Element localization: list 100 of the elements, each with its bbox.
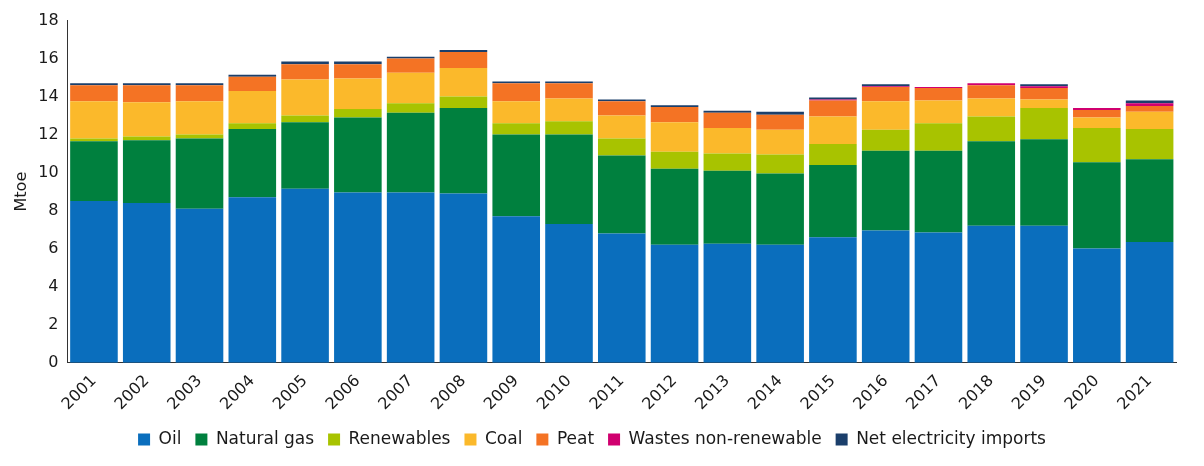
bar [756, 129, 804, 155]
y-axis-title: Mtoe [10, 171, 30, 212]
bar [439, 96, 488, 109]
bar [703, 112, 752, 128]
legend-label: Natural gas [215, 427, 315, 448]
bar [650, 122, 699, 152]
bar [281, 79, 329, 116]
bar [967, 141, 1016, 226]
bar [809, 237, 857, 363]
bar [281, 64, 329, 80]
bar [492, 216, 541, 363]
bar [70, 141, 118, 202]
bar [1073, 248, 1121, 363]
bar [756, 173, 804, 245]
bar [545, 223, 593, 363]
y-tick-label: 2 [48, 313, 59, 333]
bar [281, 115, 329, 123]
bar [228, 76, 277, 91]
bar [861, 129, 910, 151]
bar [1125, 159, 1174, 242]
bar [545, 134, 593, 224]
bar [334, 117, 382, 193]
bar [1125, 106, 1174, 112]
bar [70, 138, 118, 142]
bar [1125, 128, 1174, 160]
bar [334, 108, 382, 118]
bar [386, 112, 435, 193]
legend-label: Coal [484, 427, 523, 448]
legend-label: Peat [556, 427, 595, 448]
bar [175, 208, 224, 363]
bar [809, 100, 857, 117]
bar [1020, 225, 1068, 363]
bar [334, 64, 382, 79]
bar [914, 232, 963, 363]
y-tick-label: 10 [38, 161, 59, 181]
bar [809, 165, 857, 238]
bar [122, 203, 171, 363]
bar [70, 201, 118, 363]
bar [1020, 99, 1068, 109]
bar [967, 116, 1016, 142]
bar [861, 230, 910, 363]
bar [175, 101, 224, 135]
bar [386, 72, 435, 104]
bar [492, 101, 541, 124]
bar [386, 192, 435, 363]
bar [281, 188, 329, 363]
y-tick-label: 6 [48, 237, 59, 257]
bar [439, 51, 488, 69]
bar [1020, 139, 1068, 226]
bar [650, 244, 699, 363]
bar [228, 128, 277, 198]
bar [1073, 117, 1121, 128]
bar [1125, 111, 1174, 129]
bar [597, 138, 646, 156]
bar [861, 87, 910, 102]
bar [545, 98, 593, 122]
bar [334, 61, 382, 65]
bar [703, 243, 752, 363]
bar [228, 197, 277, 363]
bar [756, 114, 804, 130]
bar [967, 225, 1016, 363]
bar [756, 154, 804, 174]
bar [861, 150, 910, 231]
bar [334, 192, 382, 363]
bar [122, 102, 171, 137]
bar [70, 101, 118, 139]
bar [439, 193, 488, 363]
bar [1073, 162, 1121, 249]
bar [545, 83, 593, 99]
bar [492, 83, 541, 102]
bar [492, 134, 541, 217]
bar [70, 85, 118, 102]
legend-label: Wastes non-renewable [628, 427, 822, 448]
bar [914, 88, 963, 101]
bar [914, 150, 963, 233]
y-tick-label: 8 [48, 199, 59, 219]
bar [597, 101, 646, 116]
bar [809, 144, 857, 166]
bar [334, 78, 382, 109]
bar [122, 85, 171, 103]
y-tick-label: 14 [38, 85, 59, 105]
bar [914, 123, 963, 151]
bar [703, 153, 752, 171]
bar [439, 68, 488, 97]
legend-label: Oil [158, 427, 182, 448]
bar [1020, 108, 1068, 140]
bar [914, 100, 963, 124]
bar [703, 170, 752, 244]
bar [1125, 241, 1174, 363]
bar [228, 123, 277, 129]
bar [597, 233, 646, 363]
bar [1073, 109, 1121, 118]
bar [1020, 88, 1068, 100]
bar [175, 138, 224, 209]
bar [650, 107, 699, 123]
bar [967, 85, 1016, 99]
bar [967, 98, 1016, 117]
bar [861, 101, 910, 130]
legend-label: Net electricity imports [856, 427, 1047, 448]
y-tick-label: 16 [38, 47, 59, 67]
